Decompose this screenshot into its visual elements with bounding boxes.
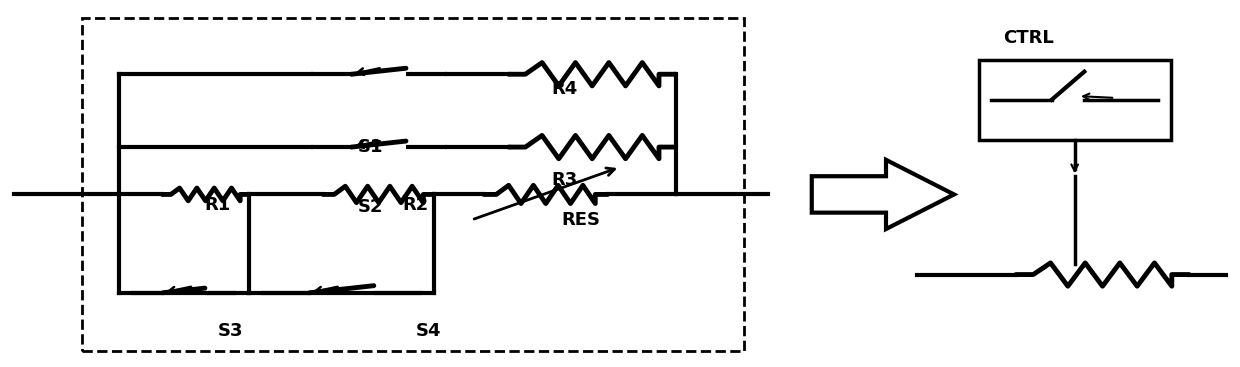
Text: S4: S4 <box>415 322 441 340</box>
Text: S2: S2 <box>357 198 383 216</box>
Text: RES: RES <box>560 211 600 229</box>
Text: CTRL: CTRL <box>1003 29 1054 47</box>
Text: S3: S3 <box>217 322 243 340</box>
Text: S1: S1 <box>357 138 383 156</box>
Text: R1: R1 <box>205 196 231 214</box>
Text: R4: R4 <box>552 80 578 98</box>
Text: R3: R3 <box>552 171 578 189</box>
Text: R2: R2 <box>403 196 429 214</box>
